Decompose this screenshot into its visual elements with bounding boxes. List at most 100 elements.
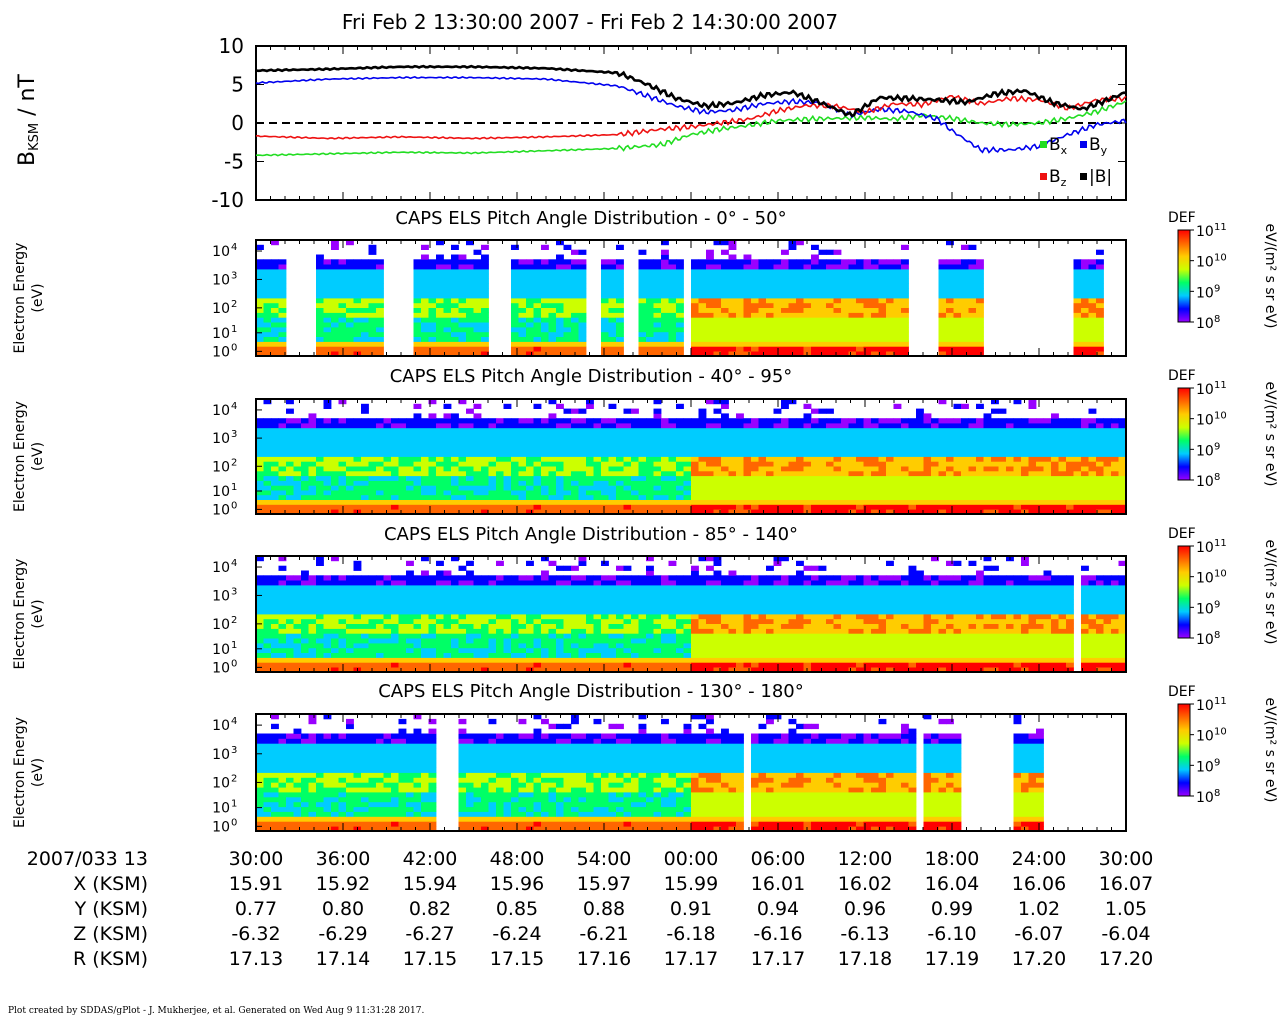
spectrogram-cell <box>901 307 909 313</box>
spectrogram-cell <box>278 662 287 668</box>
spectrogram-cell <box>758 346 767 352</box>
spectrogram-cell <box>691 288 699 294</box>
spectrogram-cell <box>833 461 842 467</box>
spectrogram-cell <box>661 432 669 438</box>
spectrogram-cell <box>518 293 527 299</box>
spectrogram-cell <box>338 594 347 600</box>
spectrogram-cell <box>976 351 984 357</box>
spectrogram-cell <box>698 451 707 457</box>
spectrogram-cell <box>811 461 819 467</box>
spectrogram-cell <box>646 273 654 279</box>
spectrogram-cell <box>428 293 437 299</box>
spectrogram-cell <box>413 317 422 323</box>
spectrogram-cell <box>878 446 887 453</box>
spectrogram-cell <box>428 302 437 308</box>
spectrogram-cell <box>953 442 962 448</box>
spectrogram-cell <box>878 509 887 515</box>
spectrogram-cell <box>278 475 287 481</box>
spectrogram-cell <box>968 259 977 265</box>
spectrogram-cell <box>368 485 377 491</box>
spectrogram-cell <box>923 461 932 467</box>
spectrogram-cell <box>976 470 984 477</box>
spectrogram-cell <box>451 283 459 289</box>
spectrogram-cell <box>788 418 797 424</box>
spectrogram-cell <box>968 327 977 333</box>
spectrogram-cell <box>481 346 489 352</box>
spectrogram-cell <box>443 259 452 265</box>
spectrogram-cell <box>616 288 624 294</box>
spectrogram-cell <box>796 322 804 328</box>
spectrogram-cell <box>481 302 489 308</box>
spectrogram-cell <box>353 456 362 462</box>
spectrogram-cell <box>676 351 684 357</box>
spectrogram-cell <box>706 427 714 433</box>
spectrogram-cell <box>271 652 279 658</box>
spectrogram-cell <box>736 269 744 275</box>
spectrogram-cell <box>758 273 767 279</box>
spectrogram-cell <box>826 273 834 279</box>
spectrogram-cell <box>421 264 429 270</box>
spectrogram-cell <box>788 302 797 308</box>
spectrogram-cell <box>1088 480 1097 486</box>
spectrogram-cell <box>811 432 819 438</box>
spectrogram-cell <box>308 480 317 486</box>
spectrogram-cell <box>421 341 429 347</box>
spectrogram-cell <box>301 623 309 629</box>
spectrogram-cell <box>496 427 504 433</box>
spectrogram-cell <box>728 259 737 265</box>
spectrogram-cell <box>256 667 264 673</box>
spectrogram-cell <box>308 652 317 658</box>
spectrogram-cell <box>803 461 812 467</box>
spectrogram-cell <box>481 298 489 304</box>
spectrogram-cell <box>443 413 452 419</box>
spectrogram-cell <box>428 509 437 515</box>
spectrogram-cell <box>278 307 287 313</box>
spectrogram-cell <box>1051 432 1059 438</box>
spectrogram-cell <box>848 475 857 481</box>
spectrogram-cell <box>421 336 429 342</box>
spectrogram-cell <box>1013 504 1022 510</box>
spectrogram-cell <box>361 509 369 515</box>
spectrogram-cell <box>901 451 909 457</box>
spectrogram-cell <box>593 427 602 433</box>
spectrogram-cell <box>668 293 677 299</box>
spectrogram-cell <box>781 427 789 433</box>
spectrogram-cell <box>278 657 287 663</box>
spectrogram-cell <box>406 470 414 477</box>
spectrogram-cell <box>578 446 587 453</box>
spectrogram-cell <box>608 499 617 505</box>
spectrogram-cell <box>878 490 887 496</box>
colorbar-tick-exponent: 10 <box>1214 411 1227 422</box>
spectrogram-cell <box>856 461 864 467</box>
spectrogram-cell <box>758 461 767 467</box>
spectrogram-cell <box>526 456 534 462</box>
spectrogram-cell <box>406 604 414 610</box>
spectrogram-cell <box>391 490 399 496</box>
spectrogram-cell <box>983 509 992 515</box>
spectrogram-cell <box>713 351 722 357</box>
spectrogram-cell <box>938 322 947 328</box>
spectrogram-cell <box>608 466 617 472</box>
spectrogram-cell <box>406 647 414 653</box>
spectrogram-cell <box>563 317 572 323</box>
spectrogram-cell <box>361 623 369 629</box>
spectrogram-cell <box>353 442 362 448</box>
spectrogram-cell <box>691 437 699 443</box>
spectrogram-cell <box>383 509 392 515</box>
spectrogram-cell <box>758 490 767 496</box>
spectrogram-cell <box>1103 456 1112 462</box>
spectrogram-cell <box>481 259 489 265</box>
spectrogram-cell <box>706 442 714 448</box>
spectrogram-cell <box>826 437 834 443</box>
spectrogram-cell <box>346 580 354 586</box>
spectrogram-cell <box>1006 470 1014 477</box>
spectrogram-cell <box>886 485 894 491</box>
spectrogram-cell <box>1028 418 1037 424</box>
spectrogram-cell <box>368 346 377 352</box>
spectrogram-cell <box>346 307 354 313</box>
spectrogram-cell <box>781 298 789 304</box>
spectrogram-cell <box>353 594 362 600</box>
spectrogram-cell <box>721 403 729 409</box>
spectrogram-cell <box>316 657 324 663</box>
spectrogram-cell <box>1103 427 1112 433</box>
